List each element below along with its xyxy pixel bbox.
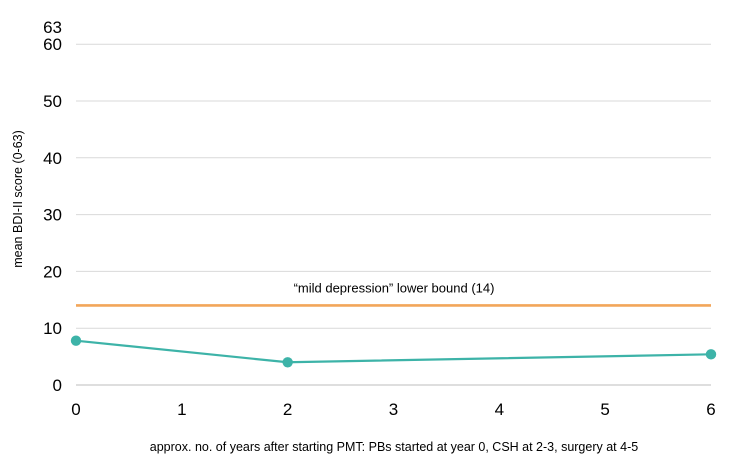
x-tick-label: 3 [389, 400, 398, 419]
y-tick-label: 20 [43, 262, 62, 281]
gridlines [76, 43, 711, 386]
y-tick-label: 0 [53, 376, 62, 395]
x-tick-label: 4 [495, 400, 504, 419]
y-tick-label: 10 [43, 319, 62, 338]
y-tick-label: 60 [43, 35, 62, 54]
x-tick-label: 1 [177, 400, 186, 419]
x-tick-label: 0 [71, 400, 80, 419]
x-tick-label: 5 [600, 400, 609, 419]
reference-lines: “mild depression” lower bound (14) [76, 280, 711, 307]
data-point [705, 349, 717, 360]
series [70, 335, 717, 368]
y-tick-label: 40 [43, 149, 62, 168]
x-axis-title: approx. no. of years after starting PMT:… [150, 440, 638, 454]
data-point [282, 357, 293, 368]
y-axis-title: mean BDI-II score (0-63) [11, 130, 25, 268]
x-tick-label: 2 [283, 400, 292, 419]
y-tick-label: 63 [43, 18, 62, 37]
y-tick-label: 30 [43, 206, 62, 225]
y-tick-label: 50 [43, 92, 62, 111]
x-tick-label: 6 [706, 400, 715, 419]
data-point [70, 335, 82, 346]
series-line [75, 339, 712, 364]
x-tick-labels: 0 1 2 3 4 5 6 [71, 400, 715, 419]
reference-line-label: “mild depression” lower bound (14) [294, 280, 495, 295]
